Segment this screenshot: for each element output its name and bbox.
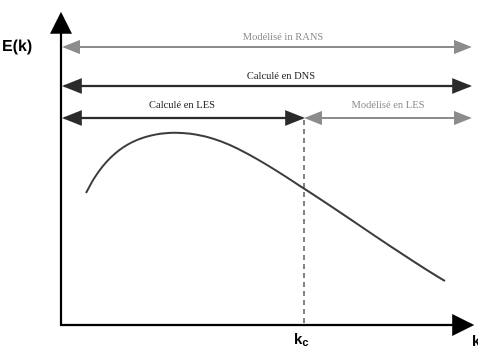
- dns-range-label: Calculé en DNS: [247, 71, 315, 82]
- x-axis-label: k: [472, 333, 478, 346]
- energy-spectrum-curve: [85, 131, 446, 282]
- les-modeled-range-label: Modélisé en LES: [352, 100, 425, 111]
- rans-range-label: Modélisé in RANS: [243, 32, 324, 43]
- cutoff-wavenumber-label: kc: [294, 331, 308, 346]
- cutoff-k: k: [294, 331, 303, 346]
- cutoff-subscript: c: [302, 337, 308, 346]
- y-axis-label: E(k): [2, 38, 32, 55]
- les-computed-range-label: Calculé en LES: [149, 100, 215, 111]
